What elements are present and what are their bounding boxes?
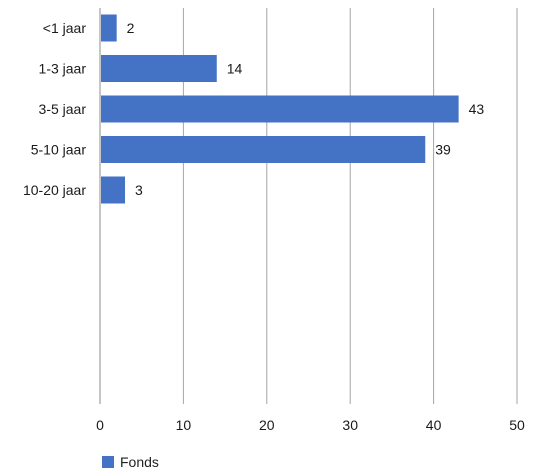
category-label: <1 jaar: [43, 20, 87, 36]
legend: Fonds: [102, 454, 159, 470]
bar: [101, 55, 217, 82]
data-labels: 2 14 43 39 3: [127, 20, 485, 198]
category-label: 10-20 jaar: [23, 182, 86, 198]
x-axis-tick-labels: 0 10 20 30 40 50: [96, 417, 525, 433]
tick-label: 0: [96, 417, 104, 433]
bars: [101, 14, 459, 204]
tick-label: 20: [259, 417, 275, 433]
bar: [101, 176, 126, 204]
bar: [101, 14, 117, 42]
data-label: 14: [227, 61, 243, 77]
data-label: 2: [127, 20, 135, 36]
bar: [101, 136, 426, 163]
data-label: 39: [435, 142, 451, 158]
tick-label: 10: [176, 417, 192, 433]
category-labels: <1 jaar 1-3 jaar 3-5 jaar 5-10 jaar 10-20 ja…: [23, 20, 86, 198]
legend-swatch: [102, 456, 114, 468]
tick-label: 50: [509, 417, 525, 433]
data-label: 3: [135, 182, 143, 198]
tick-label: 30: [342, 417, 358, 433]
category-label: 5-10 jaar: [31, 142, 87, 158]
category-label: 1-3 jaar: [39, 61, 87, 77]
legend-label: Fonds: [120, 454, 159, 470]
data-label: 43: [469, 101, 485, 117]
tick-label: 40: [426, 417, 442, 433]
bar: [101, 95, 459, 123]
category-label: 3-5 jaar: [39, 101, 87, 117]
